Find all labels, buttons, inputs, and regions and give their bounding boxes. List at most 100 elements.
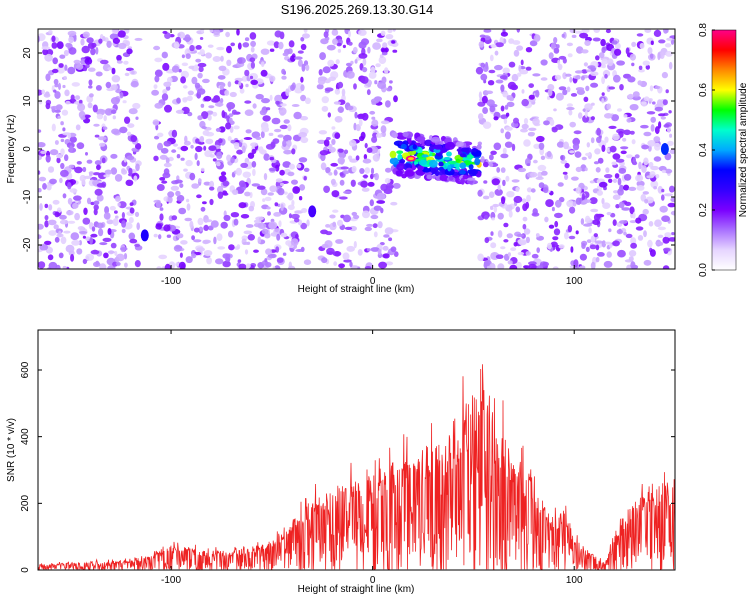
spectrogram-cell <box>54 109 61 113</box>
spectrogram-cell <box>275 164 280 172</box>
spectrogram-cell <box>318 130 328 135</box>
spectrogram-cell <box>641 101 647 107</box>
spectrogram-cell <box>525 251 531 256</box>
spectrogram-cell <box>326 137 331 140</box>
spectrogram-cell <box>490 231 494 236</box>
spectrogram-cell <box>203 224 209 231</box>
spectrogram-cell <box>544 216 549 223</box>
spectrogram-cell <box>593 213 601 222</box>
spectrogram-cell <box>341 88 346 97</box>
spectrogram-cell <box>67 30 77 37</box>
snr-y-ticks: 0 200 400 600 <box>20 361 675 573</box>
spectrogram-cell <box>279 124 288 130</box>
spectrogram-cell <box>43 93 51 98</box>
spectrogram-cell <box>605 167 610 173</box>
spectrogram-cell <box>617 177 622 186</box>
spectrogram-cell <box>480 62 486 68</box>
spectrogram-cell <box>570 246 574 253</box>
spectrogram-cell <box>225 122 232 130</box>
spectrogram-cell <box>632 156 636 163</box>
spectrogram-cell <box>375 63 381 68</box>
spectrogram-cell <box>371 119 379 127</box>
spectrogram-cell <box>238 202 247 209</box>
spectrogram-cell <box>490 242 497 249</box>
spectrogram-cell <box>287 265 296 269</box>
spectrogram-cell <box>196 247 206 252</box>
spectrogram-cell <box>488 162 494 167</box>
spectrogram-cell <box>553 47 560 54</box>
spectrogram-cell <box>267 253 277 259</box>
spectrogram-cell <box>334 88 341 95</box>
spectrogram-cell <box>331 138 336 145</box>
spectrogram-cell <box>200 167 205 172</box>
spectrogram-cell <box>565 73 572 77</box>
spectrogram-cell <box>560 159 568 164</box>
spectrogram-cell <box>56 66 66 74</box>
spectrogram-cell <box>372 153 380 162</box>
signal-cell <box>446 151 452 157</box>
spectrogram-cell <box>253 249 259 253</box>
spectrogram-cell <box>643 157 649 166</box>
spectrogram-cell <box>550 241 558 248</box>
spectrogram-cell <box>617 108 622 112</box>
spectrogram-cell <box>121 169 128 175</box>
spectrogram-cell <box>220 171 227 176</box>
spectrogram-cell <box>184 135 188 143</box>
spectrogram-cell <box>300 222 308 230</box>
spectrogram-cell <box>126 48 133 55</box>
spectrogram-cell <box>507 81 517 90</box>
spectrogram-cell <box>130 135 138 143</box>
spectrogram-cell <box>653 186 657 190</box>
spectrogram-cell <box>60 162 65 170</box>
spectrogram-cell <box>562 89 568 96</box>
spectrogram-cell <box>228 244 235 251</box>
spectrogram-cell <box>275 178 283 183</box>
spectrogram-cell <box>575 75 581 80</box>
spectrogram-cell <box>511 73 519 82</box>
x-tick-label: -100 <box>161 575 181 586</box>
snr-frame <box>37 329 676 571</box>
spectrogram-cell <box>359 168 365 174</box>
spectrogram-cell <box>41 46 51 50</box>
spectrogram-cell <box>38 223 44 230</box>
spectrogram-cell <box>597 252 605 257</box>
spectrogram-cell <box>500 246 506 250</box>
spectrogram-cell <box>195 145 203 153</box>
spectrogram-cell <box>532 118 540 126</box>
spectrogram-cell <box>76 248 83 255</box>
spectrogram-cell <box>263 173 268 181</box>
spectrogram-cell <box>202 239 211 244</box>
spectrogram-cell <box>590 208 599 213</box>
spectrogram-cell <box>624 201 632 206</box>
spectrogram-cell <box>134 211 140 217</box>
spectrogram-cell <box>579 32 589 39</box>
spectrogram-cell <box>518 64 522 72</box>
spectrogram-cell <box>349 261 353 267</box>
spectrogram-cells <box>38 29 675 269</box>
spectrogram-cell <box>484 237 490 244</box>
spectrogram-cell <box>301 208 308 213</box>
spectrogram-cell <box>325 167 331 174</box>
spectrogram-cell <box>618 201 625 209</box>
spectrogram-cell <box>612 194 621 200</box>
spectrogram-cell <box>477 189 483 197</box>
spectrogram-cell <box>175 262 180 267</box>
spectrogram-cell <box>602 202 611 209</box>
spectrogram-cell <box>591 102 595 106</box>
spectrogram-cell <box>516 233 524 238</box>
spectrogram-cell <box>48 261 58 269</box>
spectrogram-cell <box>112 218 119 227</box>
spectrogram-cell <box>612 133 620 141</box>
spectrogram-cell <box>117 30 126 38</box>
spectrogram-cell <box>572 137 580 146</box>
spectrogram-cell <box>209 154 215 158</box>
signal-cell <box>396 163 405 171</box>
spectrogram-cell <box>174 179 183 184</box>
spectrogram-cell <box>124 116 131 124</box>
spectrogram-cell <box>115 195 121 202</box>
spectrogram-cell <box>319 150 329 156</box>
spectrogram-cell <box>661 215 670 222</box>
spectrogram-cell <box>128 217 134 224</box>
spectrogram-cell <box>635 226 644 231</box>
spectrogram-cell <box>99 109 106 113</box>
